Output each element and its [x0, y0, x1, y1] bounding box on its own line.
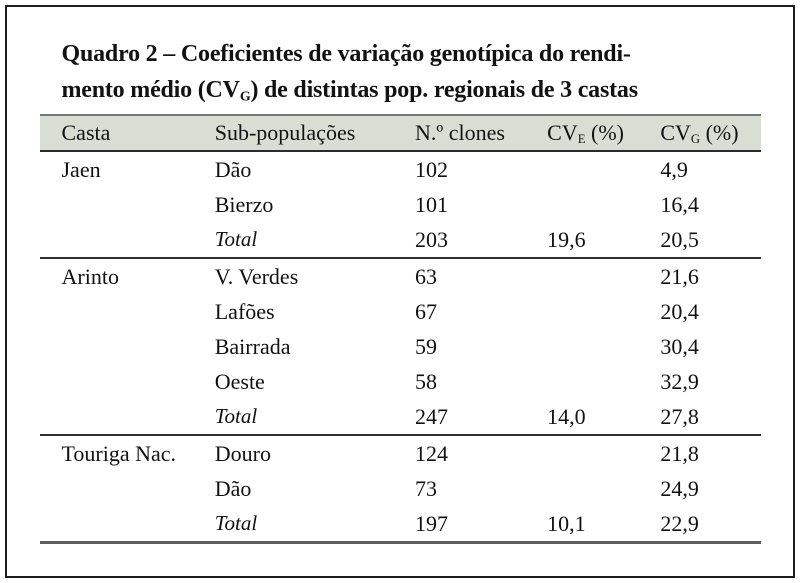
cell-cve: 19,6	[547, 226, 586, 252]
cell-cvg: 16,4	[660, 191, 699, 217]
cell-sub-populacao: Total	[214, 511, 258, 535]
cell-cve	[547, 187, 660, 222]
cell-n-clones: 73	[415, 475, 437, 501]
cell-cve	[547, 329, 660, 364]
col-header-sub-populacoes: Sub-populações	[214, 120, 356, 145]
cve-unit: (%)	[585, 120, 625, 145]
cell-n-clones: 203	[415, 226, 448, 252]
cell-cvg: 21,8	[660, 440, 699, 466]
cell-cve	[547, 294, 660, 329]
cell-cve	[547, 471, 660, 506]
cell-cve	[547, 258, 660, 294]
caption-line-2-tail: ) de distintas pop. regionais de 3 casta…	[250, 77, 638, 103]
cell-n-clones: 67	[415, 298, 437, 324]
cvg-unit: (%)	[700, 120, 739, 145]
table-caption: Quadro 2 – Coeficientes de variação geno…	[40, 7, 761, 114]
cell-cve	[547, 364, 660, 399]
table-row-total: Total 203 19,6 20,5	[40, 222, 761, 258]
caption-line-2: mento médio (CVG) de distintas pop. regi…	[62, 72, 761, 108]
coefficients-table: Casta Sub-populações N.º clones CVE (%) …	[39, 114, 761, 544]
cell-cvg: 4,9	[660, 156, 688, 182]
figure-frame: Quadro 2 – Coeficientes de variação geno…	[5, 5, 795, 578]
cell-cve: 10,1	[547, 510, 586, 536]
table-row: Oeste 58 32,9	[40, 364, 761, 399]
table-row: Bierzo 101 16,4	[40, 187, 761, 222]
cell-sub-populacao: V. Verdes	[214, 263, 299, 289]
cell-sub-populacao: Bierzo	[214, 191, 274, 217]
cell-cve	[547, 151, 660, 187]
col-header-casta: Casta	[61, 120, 111, 145]
cell-sub-populacao: Dão	[214, 475, 252, 501]
cell-cvg: 32,9	[660, 368, 699, 394]
caption-cvg-subscript: G	[239, 89, 251, 105]
cell-sub-populacao: Lafões	[214, 298, 275, 324]
table-row: Arinto V. Verdes 63 21,6	[40, 258, 761, 294]
cell-cvg: 22,9	[660, 510, 699, 536]
table-row: Dão 73 24,9	[40, 471, 761, 506]
cell-n-clones: 63	[415, 263, 437, 289]
col-header-cve: CVE (%)	[547, 115, 660, 151]
cell-cve: 14,0	[547, 403, 586, 429]
cell-sub-populacao: Dão	[214, 156, 252, 182]
table-row-total: Total 247 14,0 27,8	[40, 399, 761, 435]
table-row: Lafões 67 20,4	[40, 294, 761, 329]
cve-label: CV	[547, 120, 578, 145]
cell-n-clones: 59	[415, 333, 437, 359]
cell-cve	[547, 435, 660, 471]
cell-n-clones: 124	[415, 440, 448, 466]
group-jaen: Jaen Dão 102 4,9 Bierzo 101 16,4 Total 2…	[40, 151, 761, 258]
cell-sub-populacao: Douro	[214, 440, 271, 466]
cell-sub-populacao: Oeste	[214, 368, 265, 394]
cell-cvg: 24,9	[660, 475, 699, 501]
cell-casta: Touriga Nac.	[61, 441, 177, 466]
table-row: Bairrada 59 30,4	[40, 329, 761, 364]
table-header: Casta Sub-populações N.º clones CVE (%) …	[39, 115, 761, 151]
table-row: Touriga Nac. Douro 124 21,8	[40, 435, 761, 471]
cvg-label: CV	[660, 120, 691, 145]
caption-line-1: Quadro 2 – Coeficientes de variação geno…	[61, 41, 631, 67]
cell-cvg: 20,4	[660, 298, 699, 324]
cvg-subscript: G	[690, 132, 701, 147]
cell-n-clones: 101	[415, 191, 448, 217]
cell-sub-populacao: Bairrada	[214, 333, 291, 359]
table-row-total: Total 197 10,1 22,9	[40, 506, 761, 543]
group-touriga-nacional: Touriga Nac. Douro 124 21,8 Dão 73 24,9 …	[39, 435, 761, 543]
header-row: Casta Sub-populações N.º clones CVE (%) …	[39, 115, 761, 151]
cell-cvg: 27,8	[660, 403, 699, 429]
cell-n-clones: 247	[415, 403, 448, 429]
figure-content: Quadro 2 – Coeficientes de variação geno…	[39, 7, 761, 544]
table-row: Jaen Dão 102 4,9	[40, 151, 761, 187]
cell-sub-populacao: Total	[214, 404, 258, 428]
group-arinto: Arinto V. Verdes 63 21,6 Lafões 67 20,4 …	[39, 258, 761, 435]
caption-line-2-text: mento médio (CV	[61, 77, 241, 103]
cell-cvg: 20,5	[660, 226, 699, 252]
cell-casta: Jaen	[61, 157, 101, 182]
cell-n-clones: 102	[415, 156, 448, 182]
col-header-cvg: CVG (%)	[660, 115, 760, 151]
cell-sub-populacao: Total	[214, 227, 258, 251]
cell-n-clones: 197	[415, 510, 448, 536]
cve-subscript: E	[577, 132, 586, 147]
col-header-n-clones: N.º clones	[415, 120, 505, 145]
cell-n-clones: 58	[415, 368, 437, 394]
cell-casta: Arinto	[61, 264, 119, 289]
cell-cvg: 21,6	[660, 263, 699, 289]
cell-cvg: 30,4	[660, 333, 699, 359]
